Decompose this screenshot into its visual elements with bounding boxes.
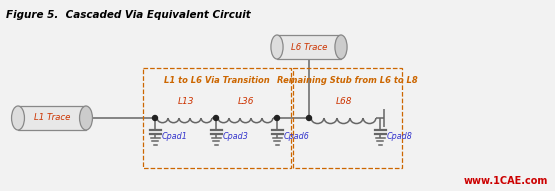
Text: L13: L13 xyxy=(177,97,194,107)
Ellipse shape xyxy=(12,106,24,130)
Text: Remaining Stub from L6 to L8: Remaining Stub from L6 to L8 xyxy=(277,76,418,85)
Text: Cpad6: Cpad6 xyxy=(284,132,310,141)
Bar xyxy=(143,68,291,168)
Text: L1 to L6 Via Transition: L1 to L6 Via Transition xyxy=(164,76,270,85)
Ellipse shape xyxy=(271,35,283,59)
Text: L1 Trace: L1 Trace xyxy=(34,113,70,122)
Circle shape xyxy=(275,116,280,121)
Text: L68: L68 xyxy=(336,97,353,107)
Text: Cpad8: Cpad8 xyxy=(387,132,413,141)
Text: www.1CAE.com: www.1CAE.com xyxy=(463,176,548,186)
Text: L6 Trace: L6 Trace xyxy=(291,43,327,52)
Text: Figure 5.  Cascaded Via Equivalent Circuit: Figure 5. Cascaded Via Equivalent Circui… xyxy=(6,10,251,20)
Bar xyxy=(293,68,402,168)
Bar xyxy=(277,35,341,59)
Text: Cpad3: Cpad3 xyxy=(223,132,249,141)
Ellipse shape xyxy=(79,106,93,130)
Ellipse shape xyxy=(335,35,347,59)
Circle shape xyxy=(214,116,219,121)
Bar xyxy=(18,106,86,130)
Text: L36: L36 xyxy=(238,97,255,107)
Text: Cpad1: Cpad1 xyxy=(162,132,188,141)
Circle shape xyxy=(306,116,311,121)
Circle shape xyxy=(153,116,158,121)
